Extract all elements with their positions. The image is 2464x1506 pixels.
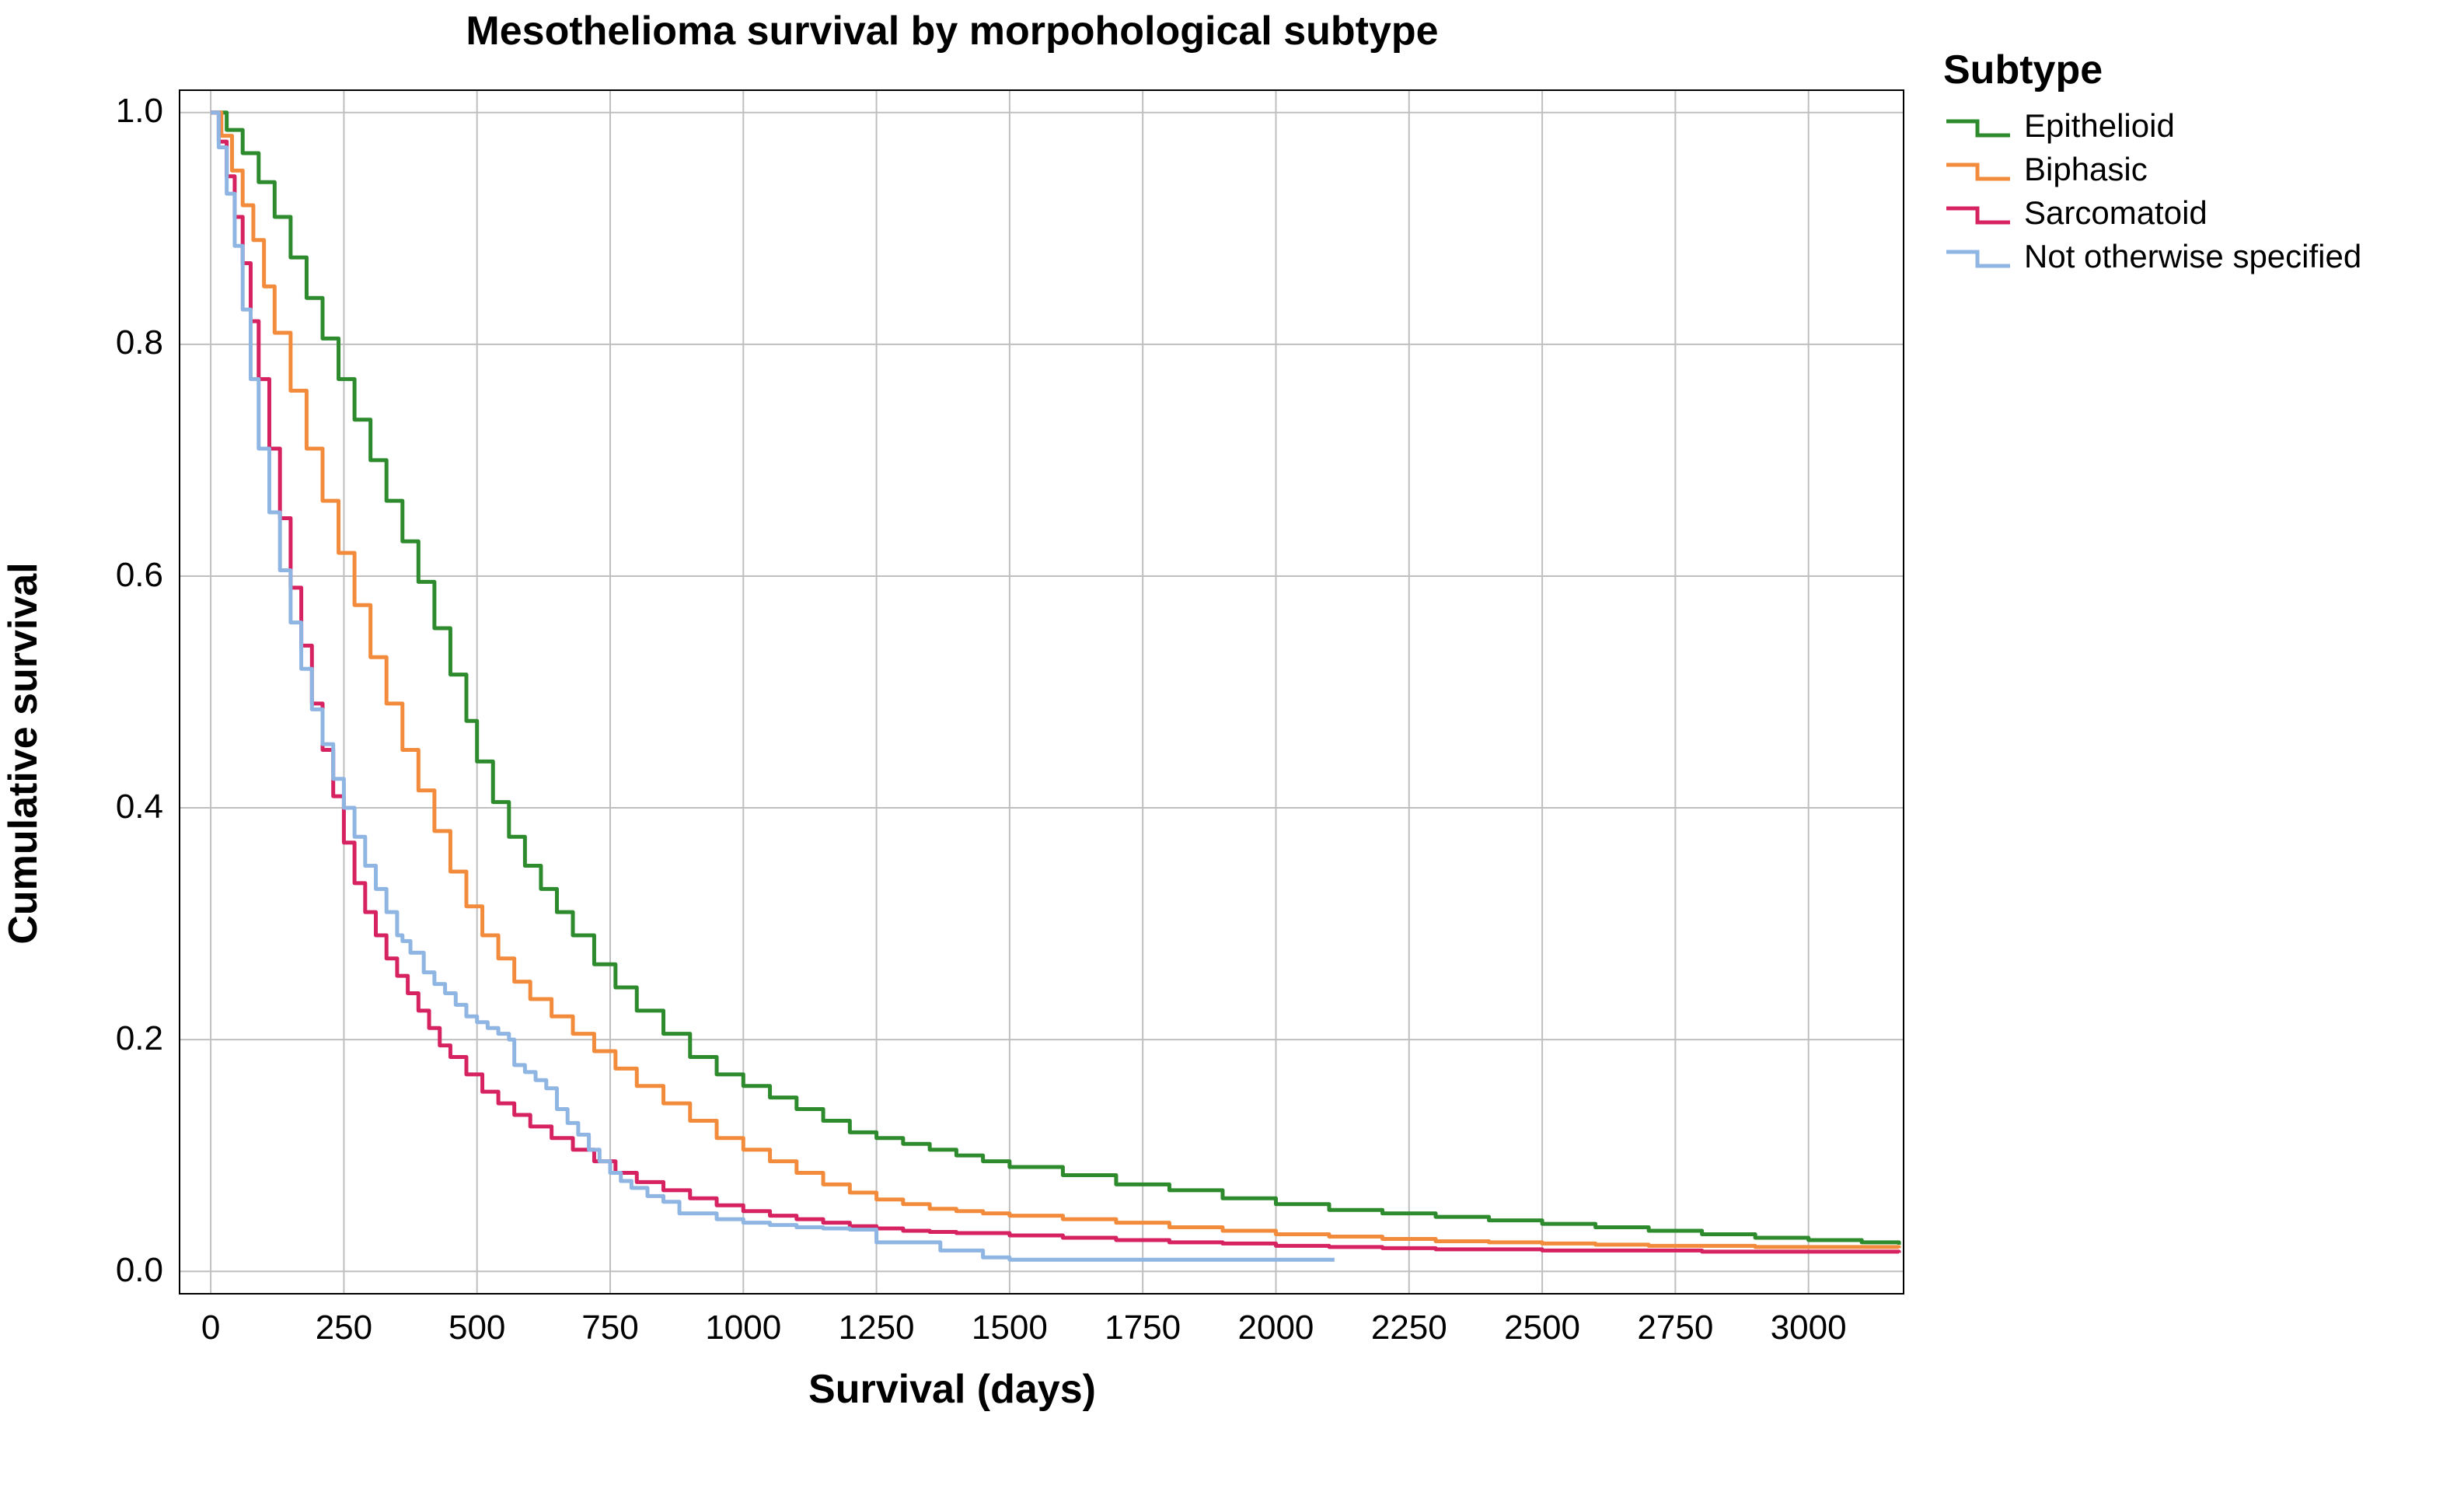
x-tick-label: 0: [156, 1309, 265, 1347]
y-tick-label: 0.6: [70, 556, 163, 595]
legend-swatch-icon: [1943, 196, 2013, 230]
legend-item: Not otherwise specified: [1943, 238, 2361, 275]
x-tick-label: 3000: [1754, 1309, 1863, 1347]
y-tick-label: 0.8: [70, 323, 163, 362]
legend-label: Not otherwise specified: [2024, 238, 2361, 275]
legend-title: Subtype: [1943, 47, 2361, 93]
x-axis-label: Survival (days): [0, 1366, 1904, 1413]
x-tick-label: 750: [556, 1309, 665, 1347]
y-tick-label: 0.2: [70, 1019, 163, 1058]
legend-item: Sarcomatoid: [1943, 194, 2361, 232]
y-tick-label: 1.0: [70, 92, 163, 131]
x-tick-label: 1750: [1088, 1309, 1197, 1347]
x-tick-label: 2250: [1355, 1309, 1464, 1347]
x-tick-label: 2000: [1221, 1309, 1330, 1347]
x-tick-label: 1500: [955, 1309, 1064, 1347]
legend-item: Epithelioid: [1943, 107, 2361, 145]
x-tick-label: 2500: [1488, 1309, 1597, 1347]
x-tick-label: 2750: [1621, 1309, 1729, 1347]
legend-label: Biphasic: [2024, 151, 2148, 188]
chart-container: Mesothelioma survival by morpohological …: [0, 0, 2464, 1506]
x-tick-label: 250: [289, 1309, 398, 1347]
x-tick-label: 1000: [689, 1309, 797, 1347]
legend: Subtype Epithelioid Biphasic Sarcomatoid No…: [1943, 47, 2361, 281]
x-tick-label: 1250: [822, 1309, 931, 1347]
legend-label: Sarcomatoid: [2024, 194, 2207, 232]
legend-swatch-icon: [1943, 109, 2013, 143]
legend-swatch-icon: [1943, 152, 2013, 187]
y-tick-label: 0.0: [70, 1251, 163, 1290]
plot-area: [179, 89, 1904, 1295]
y-tick-label: 0.4: [70, 788, 163, 826]
x-tick-label: 500: [423, 1309, 532, 1347]
y-axis-label: Cumulative survival: [0, 562, 47, 944]
legend-item: Biphasic: [1943, 151, 2361, 188]
chart-title: Mesothelioma survival by morpohological …: [0, 8, 1904, 54]
legend-label: Epithelioid: [2024, 107, 2175, 145]
legend-swatch-icon: [1943, 239, 2013, 274]
